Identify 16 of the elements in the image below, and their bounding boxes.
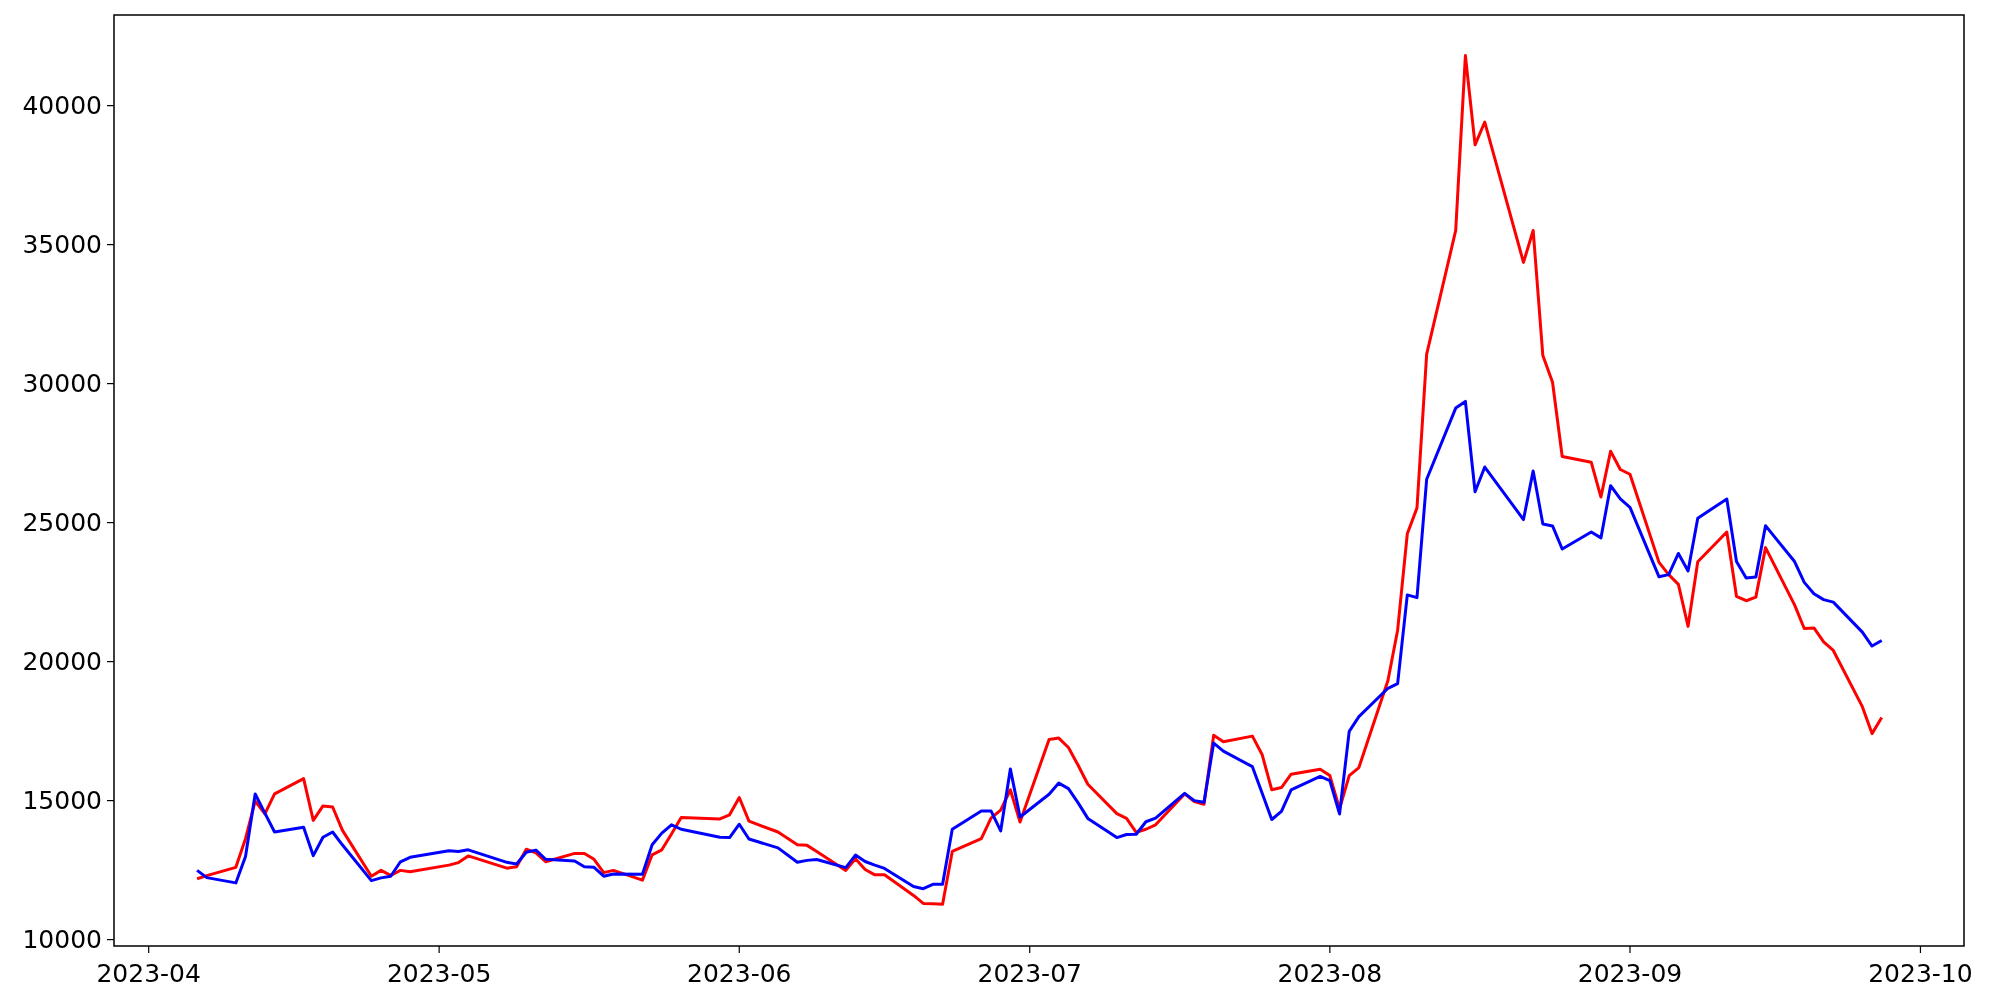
y-tick-label: 10000 — [22, 925, 102, 955]
x-tick-label: 2023-09 — [1577, 959, 1683, 988]
x-tick-label: 2023-07 — [977, 959, 1082, 988]
x-tick-label: 2023-10 — [1868, 959, 1973, 988]
line-series — [195, 54, 1884, 906]
x-tick-label: 2023-08 — [1277, 959, 1383, 988]
x-tick-label: 2023-05 — [386, 959, 492, 988]
x-tick-label: 2023-04 — [96, 959, 201, 988]
x-tick-label: 2023-06 — [687, 959, 792, 988]
y-tick-label: 35000 — [22, 230, 102, 260]
y-tick-label: 25000 — [22, 508, 102, 538]
y-tick-label: 20000 — [22, 647, 102, 677]
y-tick-label: 40000 — [22, 91, 102, 121]
y-tick-label: 15000 — [22, 786, 102, 816]
line-series — [195, 399, 1884, 891]
y-tick-label: 30000 — [22, 369, 102, 399]
